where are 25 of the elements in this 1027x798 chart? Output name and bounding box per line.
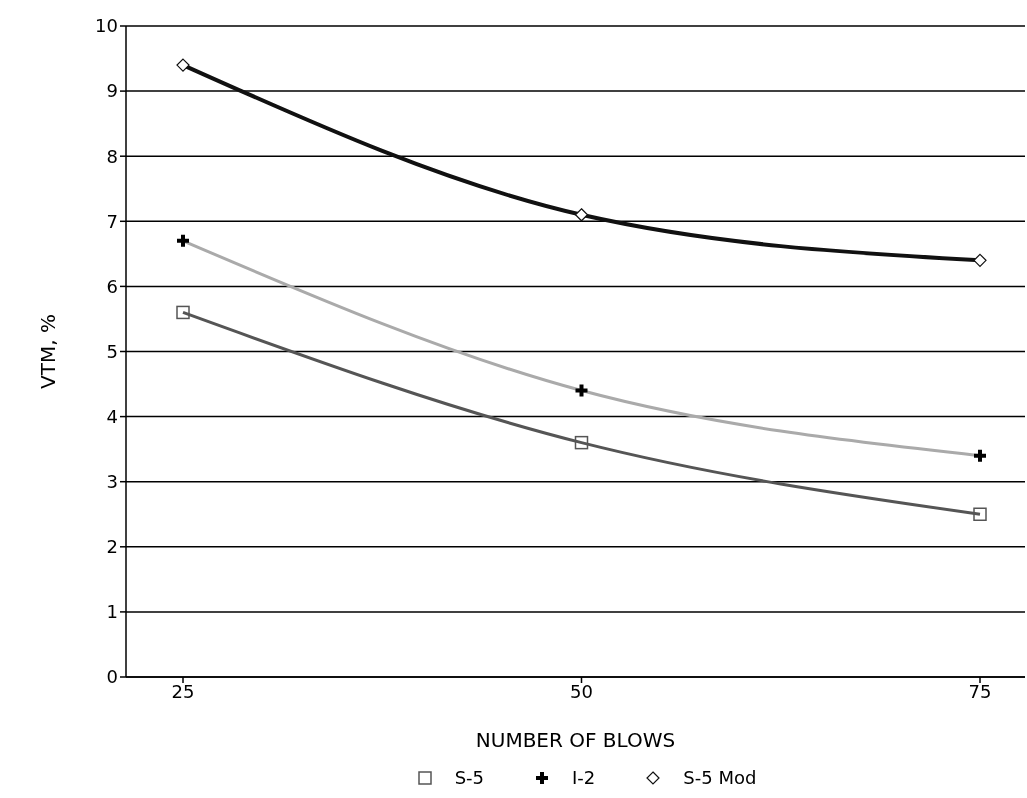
legend-label: I-2 — [572, 767, 596, 788]
point — [176, 305, 190, 320]
legend-label: S-5 Mod — [683, 767, 757, 788]
y-tick-label: 10 — [95, 15, 118, 37]
y-tick-label: 2 — [106, 536, 118, 558]
y-tick-label: 1 — [106, 601, 118, 623]
y-tick-label: 6 — [106, 275, 118, 297]
x-tick-label: 25 — [171, 680, 195, 702]
x-axis-title: NUMBER OF BLOWS — [475, 728, 676, 752]
y-tick-label: 7 — [106, 210, 118, 232]
x-tick-label: 75 — [968, 680, 992, 702]
y-tick-label: 5 — [106, 340, 118, 362]
point — [176, 58, 190, 72]
y-tick-label: 4 — [106, 405, 118, 427]
point — [973, 253, 987, 267]
y-axis-title: VTM, % — [36, 314, 61, 389]
y-tick-label: 0 — [106, 666, 118, 688]
y-tick-label: 3 — [106, 471, 118, 493]
point — [574, 435, 589, 450]
legend-label: S-5 — [454, 767, 485, 788]
y-tick-label: 8 — [106, 145, 118, 167]
point — [973, 507, 987, 521]
x-tick-label: 50 — [570, 680, 593, 702]
y-tick-label: 9 — [106, 80, 118, 102]
point — [574, 208, 589, 222]
